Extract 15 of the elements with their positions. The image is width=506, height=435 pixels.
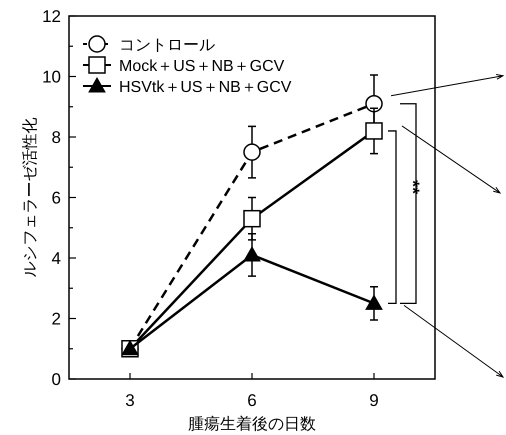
y-tick-label: 2: [52, 310, 61, 328]
x-tick-label: 9: [369, 391, 379, 410]
legend-label: HSVtk＋US＋NB＋GCV: [119, 79, 292, 96]
y-tick-label: 8: [52, 128, 61, 147]
y-tick-label: 6: [52, 188, 61, 208]
y-axis-title: ルシフェラーゼ活性化: [22, 118, 39, 278]
y-tick-label: 0: [52, 370, 61, 389]
y-tick-label: 4: [52, 249, 61, 268]
legend-label: Mock＋US＋NB＋GCV: [119, 58, 285, 75]
legend-label: コントロール: [119, 37, 215, 54]
x-tick-label: 6: [247, 391, 257, 410]
x-tick-label: 3: [125, 391, 135, 410]
y-tick-label: 10: [42, 68, 61, 86]
x-axis-title: 腫瘍生着後の日数: [188, 415, 316, 433]
y-tick-label: 12: [42, 7, 61, 26]
